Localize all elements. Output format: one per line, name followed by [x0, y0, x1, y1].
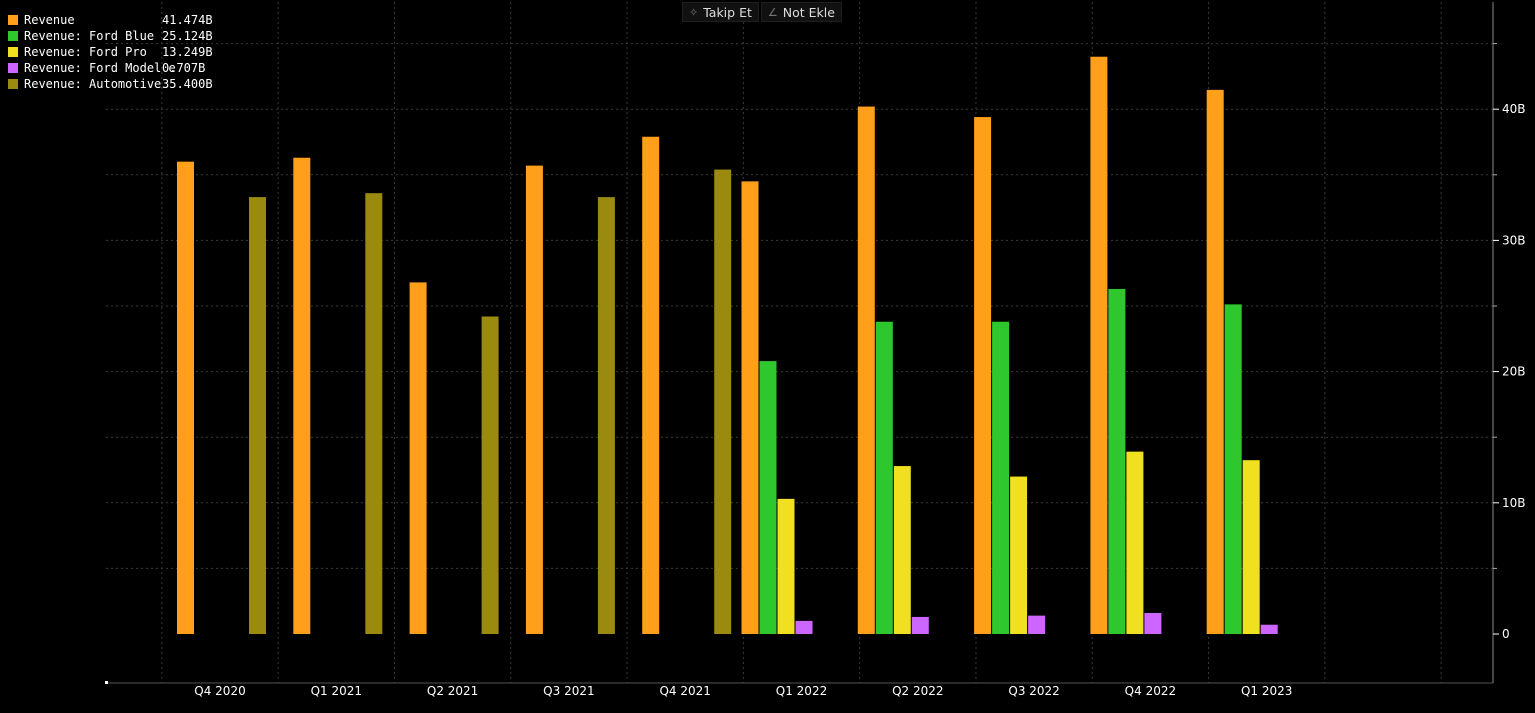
- bar-ford-blue[interactable]: [1108, 288, 1126, 634]
- bar-revenue[interactable]: [974, 117, 992, 634]
- bar-revenue[interactable]: [409, 282, 427, 634]
- pencil-icon: ∠: [767, 5, 778, 19]
- legend-value: 13.249B: [162, 45, 213, 59]
- bar-ford-model-e[interactable]: [1144, 613, 1162, 634]
- bar-ford-model-e[interactable]: [911, 616, 929, 634]
- bar-ford-model-e[interactable]: [1260, 624, 1278, 634]
- bar-revenue[interactable]: [177, 161, 194, 634]
- bar-revenue[interactable]: [857, 106, 875, 635]
- legend-swatch-ford-blue: [8, 31, 18, 41]
- bar-revenue[interactable]: [293, 157, 311, 634]
- y-tick-label: 20B: [1502, 365, 1526, 379]
- legend-label: Revenue: Ford Blue: [24, 29, 155, 43]
- legend-swatch-automotive: [8, 79, 18, 89]
- x-tick-label: Q1 2021: [311, 684, 362, 698]
- bar-ford-pro[interactable]: [1010, 476, 1028, 634]
- bar-automotive[interactable]: [714, 169, 732, 634]
- bar-ford-blue[interactable]: [1224, 304, 1242, 634]
- bar-ford-pro[interactable]: [893, 466, 911, 634]
- legend-swatch-ford-pro: [8, 47, 18, 57]
- add-note-label: Not Ekle: [782, 4, 835, 20]
- bars-group: [177, 56, 1278, 635]
- legend-label: Revenue: Automotive: [24, 77, 162, 91]
- legend-label: Revenue: [24, 13, 75, 27]
- grid-lines: [106, 2, 1493, 683]
- x-tick-label: Q2 2021: [427, 684, 478, 698]
- y-tick-label: 40B: [1502, 102, 1526, 116]
- bar-revenue[interactable]: [741, 181, 759, 635]
- bar-automotive[interactable]: [481, 316, 499, 634]
- bar-ford-model-e[interactable]: [1028, 615, 1046, 634]
- bar-automotive[interactable]: [597, 197, 615, 634]
- x-tick-label: Q3 2022: [1008, 684, 1059, 698]
- legend-item[interactable]: Revenue: Automotive 35.400B: [8, 76, 213, 92]
- bar-ford-blue[interactable]: [875, 321, 893, 634]
- y-tick-label: 30B: [1502, 233, 1526, 247]
- x-tick-label: Q3 2021: [543, 684, 594, 698]
- bar-revenue[interactable]: [642, 136, 660, 634]
- legend-swatch-revenue: [8, 15, 18, 25]
- bar-revenue[interactable]: [1090, 56, 1108, 635]
- y-tick-label: 10B: [1502, 496, 1526, 510]
- x-axis-marker: [105, 681, 108, 684]
- follow-button[interactable]: ✧ Takip Et: [682, 2, 759, 22]
- bar-ford-pro[interactable]: [777, 498, 795, 634]
- bar-ford-model-e[interactable]: [795, 620, 813, 634]
- bar-revenue[interactable]: [525, 165, 543, 634]
- x-tick-label: Q4 2021: [659, 684, 710, 698]
- bar-ford-pro[interactable]: [1242, 460, 1260, 634]
- bar-automotive[interactable]: [365, 193, 383, 634]
- legend-value: 35.400B: [162, 77, 213, 91]
- legend-value: 41.474B: [162, 13, 213, 27]
- bar-ford-blue[interactable]: [992, 321, 1010, 634]
- legend-label: Revenue: Ford Pro: [24, 45, 147, 59]
- legend-item[interactable]: Revenue 41.474B: [8, 12, 213, 28]
- legend-value: 25.124B: [162, 29, 213, 43]
- crosshair-icon: ✧: [689, 5, 699, 19]
- legend-item[interactable]: Revenue: Ford Blue 25.124B: [8, 28, 213, 44]
- legend-value: 0.707B: [162, 61, 206, 75]
- chart-legend: Revenue 41.474B Revenue: Ford Blue 25.12…: [8, 12, 213, 92]
- bar-ford-blue[interactable]: [759, 361, 777, 634]
- legend-item[interactable]: Revenue: Ford Model e 0.707B: [8, 60, 213, 76]
- legend-label: Revenue: Ford Model e: [24, 61, 176, 75]
- bar-ford-pro[interactable]: [1126, 451, 1144, 634]
- legend-swatch-ford-model-e: [8, 63, 18, 73]
- x-tick-label: Q1 2022: [776, 684, 827, 698]
- x-tick-label: Q2 2022: [892, 684, 943, 698]
- x-tick-label: Q1 2023: [1241, 684, 1292, 698]
- axes-group: Q4 2020 Q1 2021 Q2 2021 Q3 2021 Q4 2021 Q1 20…: [105, 2, 1526, 698]
- chart-toolbar: ✧ Takip Et ∠ Not Ekle: [682, 2, 844, 22]
- follow-label: Takip Et: [703, 4, 752, 20]
- bar-automotive[interactable]: [249, 197, 266, 634]
- x-tick-label: Q4 2020: [194, 684, 245, 698]
- y-tick-label: 0: [1502, 627, 1510, 641]
- x-tick-label: Q4 2022: [1125, 684, 1176, 698]
- bar-revenue[interactable]: [1206, 89, 1224, 634]
- add-note-button[interactable]: ∠ Not Ekle: [760, 2, 842, 22]
- legend-item[interactable]: Revenue: Ford Pro 13.249B: [8, 44, 213, 60]
